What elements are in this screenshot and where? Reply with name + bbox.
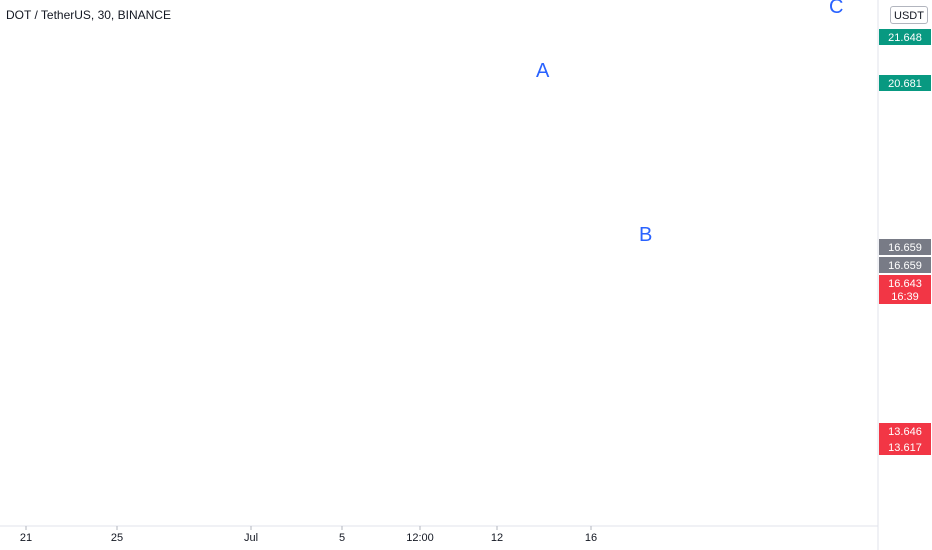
zone-label-b: B [639,224,652,246]
price-badge-gray: 16.659 [879,239,931,255]
countdown-background [879,289,931,304]
zone-label-c: C [829,0,843,18]
badge-background [879,275,931,291]
badge-value: 16.659 [888,260,922,272]
x-tick-label: 12 [491,532,503,544]
symbol-title[interactable]: DOT / TetherUS, 30, BINANCE [6,8,171,22]
currency-button[interactable]: USDT [890,6,928,24]
badge-value: 16.643 [888,278,922,290]
badge-value: 13.646 [888,426,922,438]
price-badge-stop: 13.617 [879,439,931,455]
badge-value: 20.681 [888,78,922,90]
badge-background [879,29,931,45]
badge-value: 21.648 [888,32,922,44]
price-badge-gray: 16.659 [879,257,931,273]
badge-background [879,257,931,273]
x-tick-label: Jul [244,532,258,544]
x-tick-label: 5 [339,532,345,544]
x-tick-label: 16 [585,532,597,544]
zone-label-a: A [536,60,550,82]
price-badges: 21.648 20.681 16.659 16.659 16.643 13.646 13.6… [879,29,931,455]
price-badge-stop: 13.646 [879,423,931,439]
price-badge-last: 16.643 [879,275,931,291]
badge-value: 13.617 [888,442,922,454]
badge-background [879,239,931,255]
x-tick-label: 25 [111,532,123,544]
badge-value: 16.659 [888,242,922,254]
badge-background [879,75,931,91]
countdown-badge: 16:39 [879,289,931,304]
badge-background [879,423,931,439]
price-badge-target: 21.648 [879,29,931,45]
x-tick-label: 12:00 [406,532,434,544]
countdown-value: 16:39 [891,291,919,303]
time-axis: 21 25 Jul 5 12:00 12 16 [0,525,878,544]
x-tick-label: 21 [20,532,32,544]
badge-background [879,439,931,455]
price-badge-target: 20.681 [879,75,931,91]
elliott-wave-path: 12345ABC [536,0,843,246]
price-axis: 12.00013.00014.00015.00016.00017.00018.0… [877,0,879,550]
